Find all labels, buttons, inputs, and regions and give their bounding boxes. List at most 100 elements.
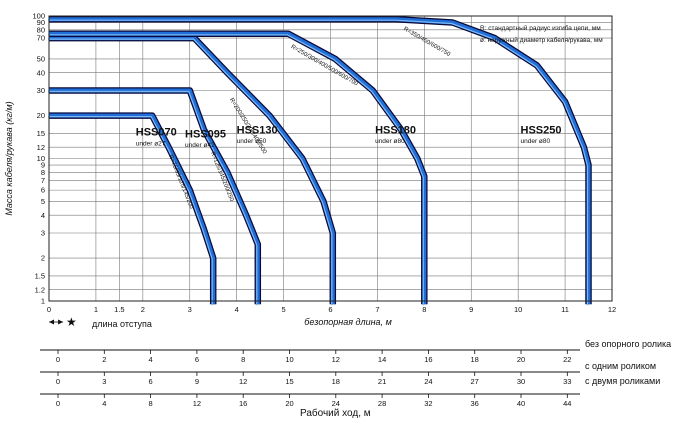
scale-tick-label: 10 xyxy=(285,355,293,364)
x-tick-label: 7 xyxy=(375,305,379,314)
y-tick-label: 1.2 xyxy=(35,285,45,294)
y-tick-label: 6 xyxy=(41,186,45,195)
series-line xyxy=(49,113,216,305)
x-tick-label: 5 xyxy=(281,305,285,314)
scale-tick-label: 2 xyxy=(102,355,106,364)
scale-tick-label: 12 xyxy=(332,355,340,364)
stroke-scale: 0 3 6 9 12 15 18 21 24 27 30 33 с одним роликом xyxy=(40,361,656,386)
stroke-scale: 0 4 8 12 16 20 24 28 32 36 40 44с двумя роликами xyxy=(40,376,660,408)
y-tick-label: 5 xyxy=(41,197,45,206)
y-tick-label: 1.5 xyxy=(35,272,45,281)
series-hss095 xyxy=(48,87,262,306)
series-name-label: HSS250 xyxy=(521,124,562,136)
x-tick-label: 6 xyxy=(328,305,332,314)
bottom-scales-title: Рабочий ход, м xyxy=(300,407,371,419)
scale-tick-label: 14 xyxy=(378,355,386,364)
series-line xyxy=(49,36,335,305)
approach-length-label: длина отступа xyxy=(92,319,152,329)
x-axis-title: безопорная длина, м xyxy=(304,317,391,327)
y-tick-label: 90 xyxy=(37,18,45,27)
star-marker: ★ xyxy=(66,315,77,329)
series-sub-label: under ø80 xyxy=(521,138,551,145)
y-tick-label: 80 xyxy=(37,25,45,34)
scale-tick-label: 16 xyxy=(239,399,247,408)
y-tick-label: 70 xyxy=(37,34,45,43)
series-line xyxy=(49,31,427,305)
y-tick-label: 9 xyxy=(41,161,45,170)
x-tick-label: 10 xyxy=(514,305,522,314)
scale-tick-label: 4 xyxy=(102,399,106,408)
scale-tick-label: 6 xyxy=(149,377,153,386)
y-tick-label: 12 xyxy=(37,143,45,152)
scale-tick-label: 8 xyxy=(241,355,245,364)
scale-tick-label: 27 xyxy=(471,377,479,386)
scale-tick-label: 24 xyxy=(332,399,340,408)
scale-tick-label: 9 xyxy=(195,377,199,386)
scale-tick-label: 8 xyxy=(149,399,153,408)
y-tick-label: 2 xyxy=(41,254,45,263)
series-layer xyxy=(48,15,592,306)
scale-tick-label: 32 xyxy=(424,399,432,408)
x-tick-label: 0 xyxy=(47,305,51,314)
scale-tick-label: 22 xyxy=(563,355,571,364)
series-sub-label: under ø27 xyxy=(136,141,166,148)
legend-item: R: стандартный радиус изгиба цепи, мм xyxy=(480,24,601,32)
series-highlight xyxy=(48,38,333,306)
approach-length-arrowheads xyxy=(49,319,64,325)
scale-tick-label: 16 xyxy=(424,355,432,364)
series-name-label: HSS180 xyxy=(375,124,416,136)
series-name-label: HSS095 xyxy=(185,129,226,141)
scale-tick-label: 36 xyxy=(471,399,479,408)
series-highlight xyxy=(48,34,424,306)
series-hss180 xyxy=(48,30,428,306)
scale-tick-label: 21 xyxy=(378,377,386,386)
scale-label: с одним роликом xyxy=(585,361,656,371)
x-tick-label: 2 xyxy=(141,305,145,314)
scale-tick-label: 12 xyxy=(239,377,247,386)
series-line xyxy=(49,88,260,305)
series-highlight xyxy=(48,19,589,306)
x-tick-label: 1 xyxy=(94,305,98,314)
series-name-label: HSS130 xyxy=(237,124,278,136)
x-tick-label: 9 xyxy=(469,305,473,314)
x-tick-label: 1.5 xyxy=(114,305,124,314)
series-sub-label: under ø50 xyxy=(237,138,267,145)
scale-tick-label: 44 xyxy=(563,399,571,408)
scale-tick-label: 6 xyxy=(195,355,199,364)
x-tick-label: 4 xyxy=(235,305,239,314)
series-name-label: HSS070 xyxy=(136,127,177,139)
scale-tick-label: 0 xyxy=(56,355,60,364)
scale-tick-label: 18 xyxy=(471,355,479,364)
scale-tick-label: 24 xyxy=(424,377,432,386)
y-tick-label: 7 xyxy=(41,176,45,185)
y-axis-title: Масса кабеля/рукава (кг/м) xyxy=(4,101,14,215)
scale-tick-label: 12 xyxy=(193,399,201,408)
scale-label: с двумя роликами xyxy=(585,376,660,386)
y-tick-label: 20 xyxy=(37,111,45,120)
y-tick-label: 8 xyxy=(41,168,45,177)
x-tick-label: 12 xyxy=(608,305,616,314)
scale-tick-label: 0 xyxy=(56,377,60,386)
scale-tick-label: 4 xyxy=(149,355,153,364)
y-tick-label: 4 xyxy=(41,211,45,220)
y-tick-label: 1 xyxy=(41,297,45,306)
series-highlight xyxy=(48,90,258,306)
scale-label: без опорного ролика xyxy=(585,339,671,349)
scale-tick-label: 18 xyxy=(332,377,340,386)
stroke-scale: 0 2 4 6 8 10 12 14 16 18 20 22 без опорного ролика xyxy=(40,339,671,364)
series-highlight xyxy=(48,116,213,306)
scale-tick-label: 33 xyxy=(563,377,571,386)
y-tick-label: 15 xyxy=(37,129,45,138)
scale-tick-label: 3 xyxy=(102,377,106,386)
series-sub-label: under ø80 xyxy=(375,138,405,145)
legend: R: стандартный радиус изгиба цепи, мм ø: … xyxy=(480,24,603,44)
series-line xyxy=(49,17,591,305)
legend-item: ø: наружный диаметр кабеля/рукава, мм xyxy=(480,36,603,44)
plot-frame xyxy=(48,15,613,302)
series-hss070 xyxy=(48,112,217,306)
series-hss250 xyxy=(48,15,592,306)
series-sub-label: under ø42 xyxy=(185,142,215,149)
y-tick-label: 50 xyxy=(37,54,45,63)
